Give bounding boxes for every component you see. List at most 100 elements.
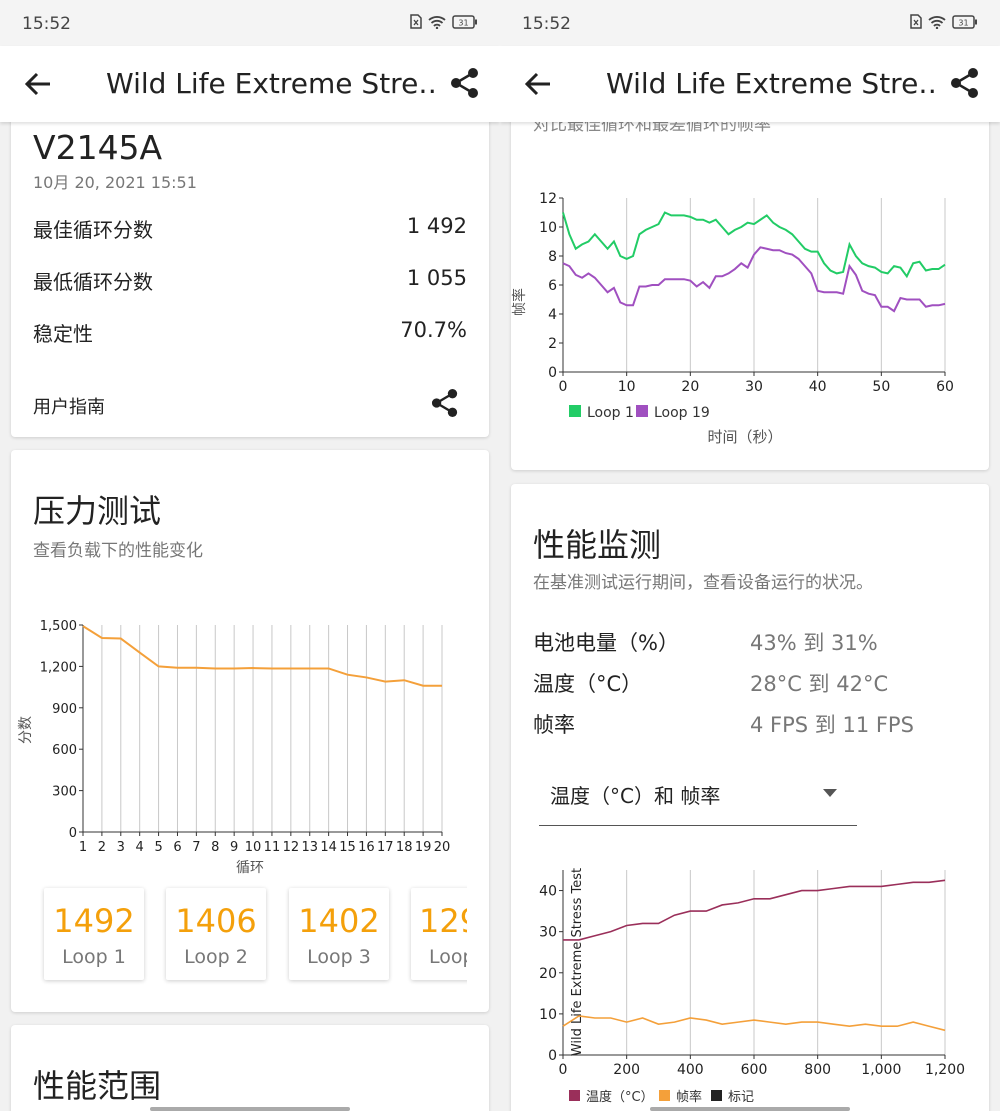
x-tick-label: 12	[283, 840, 300, 855]
x-tick-label: 1,000	[861, 1062, 901, 1078]
status-bar: 15:52 31	[500, 0, 1000, 46]
performance-range-card: 性能范围	[11, 1025, 489, 1111]
series-line-1	[563, 879, 946, 941]
stability-value: 70.7%	[400, 318, 467, 342]
stability-label: 稳定性	[33, 322, 93, 346]
battery-icon: 31	[952, 14, 977, 29]
y-tick-label: 12	[539, 191, 557, 207]
user-guide-link[interactable]: 用户指南	[33, 397, 105, 418]
stress-test-title: 压力测试	[33, 492, 162, 530]
x-tick-label: 0	[559, 1062, 568, 1078]
best-loop-value: 1 492	[406, 214, 467, 238]
x-tick-label: 15	[339, 840, 356, 855]
y-tick-label: 40	[539, 884, 557, 900]
x-tick-label: 14	[320, 840, 337, 855]
x-tick-label: 0	[559, 379, 568, 395]
x-tick-label: 11	[264, 840, 281, 855]
y-tick-label: 10	[539, 220, 557, 236]
x-tick-label: 18	[396, 840, 413, 855]
x-tick-label: 8	[211, 840, 219, 855]
x-tick-label: 40	[809, 379, 827, 395]
x-tick-label: 200	[613, 1062, 640, 1078]
worst-loop-label: 最低循环分数	[33, 270, 153, 294]
fps-compare-ylabel: 帧率	[511, 288, 528, 316]
device-name: V2145A	[33, 128, 163, 167]
y-tick-label: 8	[548, 249, 557, 265]
x-tick-label: 800	[804, 1062, 831, 1078]
x-tick-label: 13	[301, 840, 318, 855]
worst-loop-value: 1 055	[406, 266, 467, 290]
fps-value: 4 FPS 到 11 FPS	[750, 713, 914, 737]
app-bar: Wild Life Extreme Stre…	[500, 46, 1000, 122]
x-tick-label: 10	[245, 840, 262, 855]
x-tick-label: 400	[677, 1062, 704, 1078]
metric-dropdown[interactable]: 温度（°C）和 帧率	[539, 764, 857, 826]
back-arrow-icon[interactable]	[22, 68, 54, 100]
app-bar-title: Wild Life Extreme Stre…	[106, 67, 438, 100]
battery-label: 电池电量（%）	[533, 631, 679, 655]
x-tick-label: 20	[434, 840, 451, 855]
y-tick-label: 1,500	[40, 619, 77, 634]
series-line-2	[562, 1015, 946, 1032]
status-bar: 15:52 31	[0, 0, 500, 46]
legend-swatch-mark	[711, 1090, 722, 1101]
x-tick-label: 7	[192, 840, 200, 855]
legend-swatch-fps	[659, 1090, 670, 1101]
x-tick-label: 10	[618, 379, 636, 395]
gesture-bar[interactable]	[650, 1107, 850, 1111]
status-icons: 31	[410, 14, 478, 29]
y-tick-label: 10	[539, 1007, 557, 1023]
best-loop-label: 最佳循环分数	[33, 218, 153, 242]
y-tick-label: 30	[539, 925, 557, 941]
stress-chart-xlabel: 循环	[236, 860, 264, 876]
monitor-subtitle: 在基准测试运行期间，查看设备运行的状况。	[533, 573, 873, 593]
legend-loop1: Loop 1	[587, 405, 634, 421]
wifi-icon	[428, 15, 446, 29]
stress-test-subtitle: 查看负载下的性能变化	[33, 541, 203, 561]
battery-value: 43% 到 31%	[750, 631, 878, 655]
metric-dropdown-value: 温度（°C）和 帧率	[550, 784, 721, 808]
fps-label: 帧率	[533, 713, 575, 737]
y-tick-label: 600	[52, 743, 77, 758]
left-pane: 15:52 31 Wild Life Extreme Stre… V2145A …	[0, 0, 500, 1111]
series-line-2	[562, 246, 946, 313]
sim-icon	[910, 14, 922, 29]
gesture-bar[interactable]	[150, 1107, 350, 1111]
summary-card: V2145A 10月 20, 2021 15:51 最佳循环分数 1 492 最…	[11, 110, 489, 437]
y-tick-label: 900	[52, 702, 77, 717]
x-tick-label: 2	[98, 840, 106, 855]
app-bar-title: Wild Life Extreme Stre…	[606, 67, 938, 100]
x-tick-label: 50	[872, 379, 890, 395]
battery-icon: 31	[452, 14, 477, 29]
x-tick-label: 4	[136, 840, 144, 855]
back-arrow-icon[interactable]	[522, 68, 554, 100]
y-tick-label: 4	[548, 307, 557, 323]
status-icons: 31	[910, 14, 978, 29]
x-tick-label: 3	[117, 840, 125, 855]
legend-temp: 温度（°C）	[586, 1089, 654, 1105]
x-tick-label: 60	[936, 379, 954, 395]
x-tick-label: 9	[230, 840, 238, 855]
temperature-label: 温度（°C）	[533, 672, 643, 696]
y-tick-label: 0	[548, 365, 557, 381]
series-line-1	[562, 211, 946, 279]
legend-fps: 帧率	[676, 1089, 702, 1105]
dropdown-arrow-icon	[823, 789, 837, 797]
test-date: 10月 20, 2021 15:51	[33, 173, 197, 192]
share-icon[interactable]	[950, 67, 980, 99]
performance-range-title: 性能范围	[33, 1067, 162, 1105]
x-tick-label: 6	[173, 840, 181, 855]
monitor-card: 性能监测 在基准测试运行期间，查看设备运行的状况。 电池电量（%） 43% 到 …	[511, 484, 989, 1111]
x-tick-label: 1,200	[925, 1062, 965, 1078]
stress-chart-ylabel: 分数	[18, 716, 34, 744]
y-tick-label: 1,200	[40, 660, 77, 675]
legend-swatch-temp	[569, 1090, 580, 1101]
guide-share-icon[interactable]	[431, 388, 459, 418]
legend-mark: 标记	[728, 1090, 754, 1105]
share-icon[interactable]	[450, 67, 480, 99]
series-line-1	[82, 625, 442, 687]
status-time: 15:52	[522, 14, 571, 34]
y-tick-label: 0	[548, 1048, 557, 1064]
monitor-chart-side-label: Wild Life Extreme Stress Test	[570, 868, 585, 1056]
